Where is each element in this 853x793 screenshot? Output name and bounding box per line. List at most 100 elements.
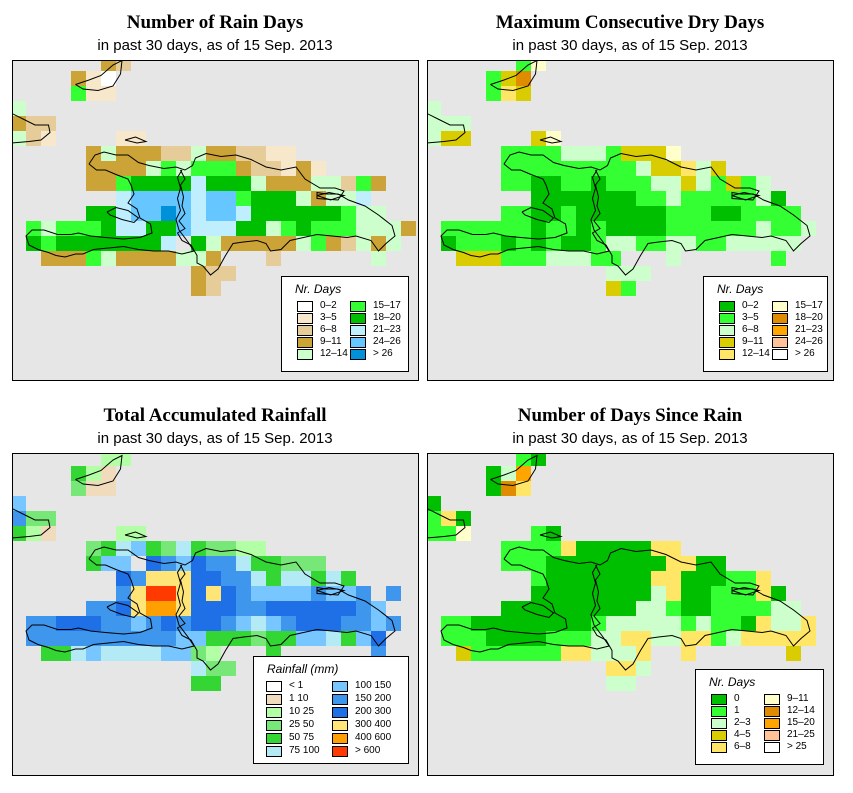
grid-cell xyxy=(281,631,296,646)
grid-cell xyxy=(341,571,356,586)
legend-title: Nr. Days xyxy=(709,675,756,689)
grid-cell xyxy=(516,616,531,631)
grid-cell xyxy=(356,601,371,616)
grid-cell xyxy=(561,146,576,161)
grid-cell xyxy=(371,616,386,631)
grid-cell xyxy=(161,586,176,601)
legend-swatch xyxy=(297,301,313,312)
grid-cell xyxy=(176,601,191,616)
grid-cell xyxy=(636,206,651,221)
grid-cell xyxy=(681,176,696,191)
grid-cell xyxy=(696,191,711,206)
grid-cell xyxy=(326,176,341,191)
legend-swatch xyxy=(772,337,788,348)
grid-cell xyxy=(236,586,251,601)
grid-cell xyxy=(516,86,531,101)
grid-cell xyxy=(326,206,341,221)
grid-cell xyxy=(741,571,756,586)
grid-cell xyxy=(561,616,576,631)
island-outline xyxy=(490,61,538,92)
legend-title: Rainfall (mm) xyxy=(267,662,339,676)
grid-cell xyxy=(546,251,561,266)
grid-cell xyxy=(161,146,176,161)
grid-cell xyxy=(191,646,206,661)
grid-cell xyxy=(456,526,471,541)
grid-cell xyxy=(711,571,726,586)
grid-cell xyxy=(71,251,86,266)
grid-cell xyxy=(221,556,236,571)
grid-cell xyxy=(161,601,176,616)
grid-cell xyxy=(131,616,146,631)
grid-cell xyxy=(561,556,576,571)
grid-cell xyxy=(26,631,41,646)
panel-subtitle: in past 30 days, as of 15 Sep. 2013 xyxy=(97,37,333,54)
grid-cell xyxy=(356,616,371,631)
legend-swatch xyxy=(266,681,282,692)
grid-cell xyxy=(636,586,651,601)
grid-cell xyxy=(696,221,711,236)
grid-cell xyxy=(86,481,101,496)
grid-cell xyxy=(326,236,341,251)
grid-cell xyxy=(726,601,741,616)
grid-cell xyxy=(726,616,741,631)
grid-cell xyxy=(116,571,131,586)
grid-cell xyxy=(606,646,621,661)
grid-cell xyxy=(636,161,651,176)
grid-cell xyxy=(666,601,681,616)
grid-cell xyxy=(86,541,101,556)
grid-cell xyxy=(146,541,161,556)
grid-cell xyxy=(101,221,116,236)
legend-label: 4–5 xyxy=(734,729,751,740)
grid-cell xyxy=(666,251,681,266)
grid-cell xyxy=(486,251,501,266)
grid-cell xyxy=(561,221,576,236)
legend-swatch xyxy=(764,694,780,705)
grid-cell xyxy=(281,146,296,161)
legend-title: Nr. Days xyxy=(295,282,342,296)
grid-cell xyxy=(681,601,696,616)
grid-cell xyxy=(696,206,711,221)
legend-label: > 26 xyxy=(795,348,815,359)
grid-cell xyxy=(576,646,591,661)
grid-cell xyxy=(801,221,816,236)
grid-cell xyxy=(471,236,486,251)
grid-cell xyxy=(296,631,311,646)
grid-cell xyxy=(326,616,341,631)
grid-cell xyxy=(206,601,221,616)
grid-cell xyxy=(606,236,621,251)
grid-cell xyxy=(221,601,236,616)
grid-cell xyxy=(741,631,756,646)
grid-cell xyxy=(296,176,311,191)
map-total-rainfall: Rainfall (mm) < 1 1 10 10 25 25 50 50 75 75 10… xyxy=(12,453,419,776)
grid-cell xyxy=(116,161,131,176)
island-outline xyxy=(75,454,123,487)
grid-cell xyxy=(341,206,356,221)
grid-cell xyxy=(651,586,666,601)
legend-label: 15–17 xyxy=(795,300,823,311)
grid-cell xyxy=(86,646,101,661)
grid-cell xyxy=(191,146,206,161)
grid-cell xyxy=(501,631,516,646)
grid-cell xyxy=(146,586,161,601)
grid-cell xyxy=(786,206,801,221)
grid-cell xyxy=(311,601,326,616)
grid-cell xyxy=(546,616,561,631)
grid-cell xyxy=(501,161,516,176)
grid-cell xyxy=(576,616,591,631)
grid-cell xyxy=(576,146,591,161)
legend-swatch xyxy=(711,742,727,753)
grid-cell xyxy=(251,146,266,161)
grid-cell xyxy=(56,616,71,631)
coastline xyxy=(88,151,396,276)
grid-cell xyxy=(236,221,251,236)
grid-cell xyxy=(251,586,266,601)
grid-cell xyxy=(696,631,711,646)
grid-cell xyxy=(191,616,206,631)
grid-cell xyxy=(636,221,651,236)
grid-cell xyxy=(711,161,726,176)
legend-swatch xyxy=(266,746,282,757)
grid-cell xyxy=(576,601,591,616)
grid-cell xyxy=(636,661,651,676)
grid-cell xyxy=(206,161,221,176)
grid-cell xyxy=(651,161,666,176)
